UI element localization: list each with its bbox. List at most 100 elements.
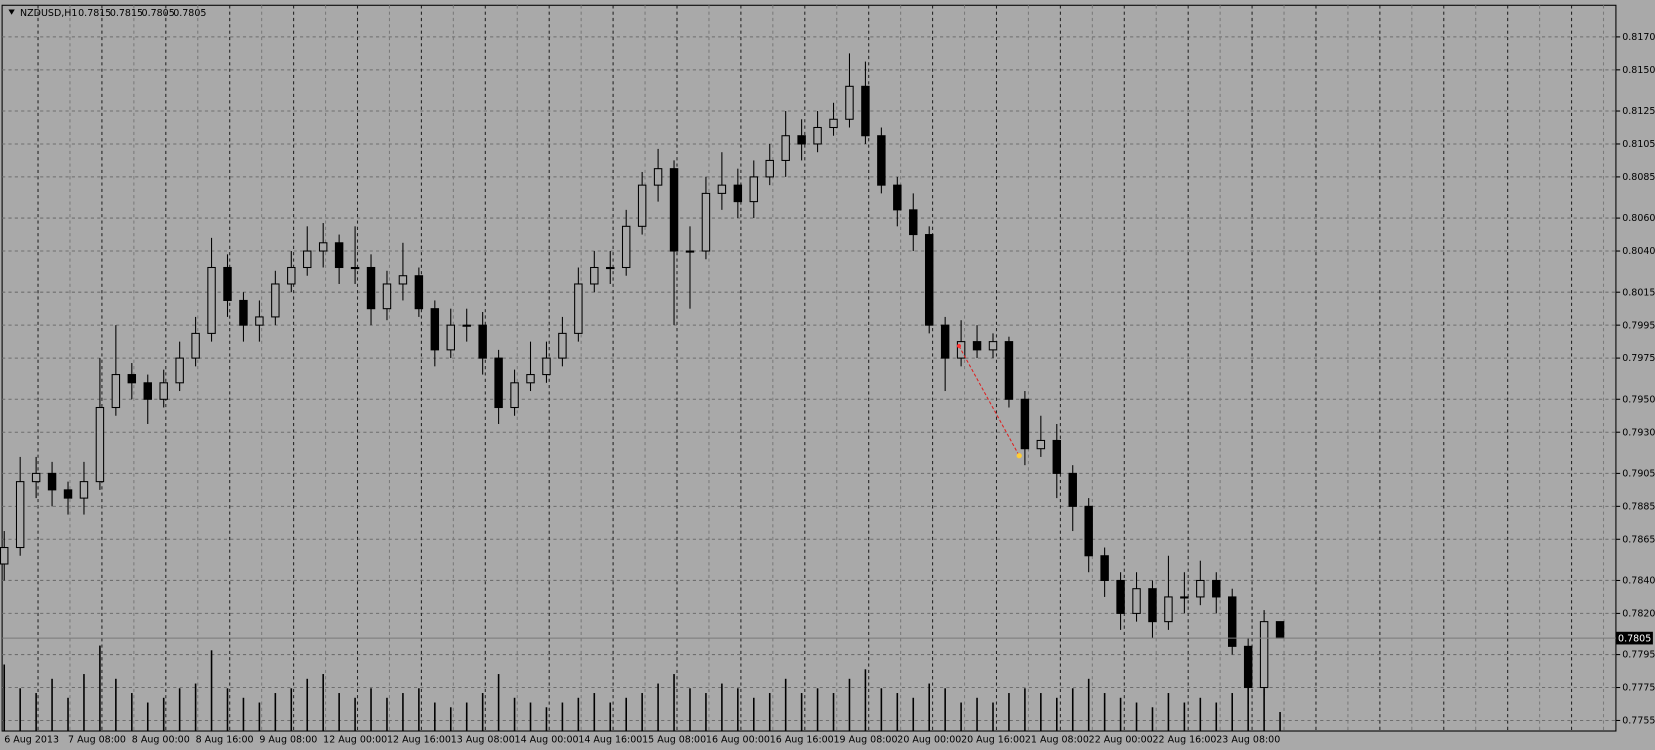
price-label: 0.7805	[1618, 633, 1651, 644]
candle-body	[111, 374, 121, 409]
x-tick-label: 6 Aug 2013	[4, 735, 59, 746]
y-tick-label: 0.7820	[1622, 609, 1655, 620]
candle-body	[1100, 555, 1109, 581]
candle-body	[1116, 579, 1125, 614]
y-tick-label: 0.8060	[1622, 213, 1655, 224]
x-tick-label: 14 Aug 16:00	[578, 735, 642, 746]
candle-body	[813, 126, 822, 145]
candle-body	[1020, 398, 1030, 450]
candle-body	[972, 341, 982, 351]
candle-body	[1180, 596, 1189, 599]
x-tick-label: 7 Aug 08:00	[68, 735, 126, 746]
y-tick-label: 0.8125	[1622, 106, 1655, 117]
x-tick-label: 23 Aug 08:00	[1216, 735, 1280, 746]
candle-body	[733, 184, 743, 203]
plot-frame	[1, 4, 1617, 732]
y-tick-label: 0.7775	[1622, 683, 1655, 694]
candle-body	[1196, 579, 1205, 598]
x-tick-label: 15 Aug 08:00	[642, 735, 706, 746]
candle-body	[175, 357, 184, 384]
y-tick-label: 0.8015	[1622, 287, 1655, 298]
x-tick-label: 20 Aug 16:00	[961, 735, 1025, 746]
candle-body	[924, 234, 934, 326]
candle-body	[318, 242, 328, 252]
candle-body	[334, 242, 344, 269]
y-tick-label: 0.7865	[1622, 534, 1655, 545]
candle-body	[749, 176, 759, 203]
candle-body	[988, 341, 998, 351]
x-tick-label: 8 Aug 16:00	[196, 735, 254, 746]
candle-body	[956, 341, 966, 359]
ohlc-low: 0.7805	[142, 8, 175, 19]
x-tick-label: 8 Aug 00:00	[132, 735, 190, 746]
candle-body	[542, 357, 551, 376]
candle-body	[47, 472, 57, 491]
candle-body	[366, 266, 376, 310]
trend-anchor	[1016, 453, 1022, 459]
y-tick-label: 0.7755	[1622, 716, 1655, 727]
candle-body	[398, 275, 408, 285]
candle-body	[1148, 588, 1157, 623]
candle-body	[303, 250, 312, 269]
candle-body	[669, 168, 679, 252]
candle-body	[127, 374, 137, 384]
y-tick-label: 0.8105	[1622, 139, 1655, 150]
x-tick-label: 22 Aug 16:00	[1152, 735, 1216, 746]
candle-body	[462, 324, 471, 327]
candle-body	[143, 382, 152, 400]
candle-body	[1227, 596, 1237, 647]
candle-body	[446, 324, 455, 351]
candle-body	[781, 135, 790, 161]
candle-body	[510, 382, 519, 409]
candle-body	[637, 184, 647, 227]
candle-body	[1052, 439, 1062, 474]
candle-body	[845, 85, 854, 120]
candle-body	[701, 192, 711, 252]
candle-body	[1036, 439, 1046, 450]
menu-arrow	[8, 9, 15, 15]
symbol: NZDUSD,H1	[20, 8, 77, 19]
y-tick-label: 0.8170	[1622, 32, 1655, 43]
candle-body	[382, 283, 392, 310]
candle-body	[621, 225, 631, 269]
y-tick-label: 0.8150	[1622, 65, 1655, 76]
candle-body	[494, 357, 503, 409]
x-tick-label: 13 Aug 08:00	[451, 735, 515, 746]
candle-body	[1243, 645, 1253, 689]
y-tick-label: 0.7885	[1622, 502, 1655, 513]
candle-body	[478, 324, 487, 359]
candle-body	[765, 159, 774, 178]
candle-body	[590, 266, 599, 285]
candle-body	[1212, 579, 1221, 598]
candle-layer	[0, 53, 1285, 704]
candle-body	[350, 266, 360, 270]
candle-body	[159, 382, 168, 400]
candle-body	[909, 209, 918, 236]
candle-body	[1068, 472, 1077, 507]
x-tick-label: 14 Aug 00:00	[515, 735, 579, 746]
candle-body	[1259, 621, 1269, 689]
volume-layer	[3, 645, 1281, 732]
y-tick-label: 0.8085	[1622, 172, 1655, 183]
candle-body	[1132, 588, 1141, 614]
x-tick-label: 21 Aug 08:00	[1025, 735, 1089, 746]
candle-body	[1275, 621, 1285, 639]
candle-body	[95, 406, 105, 483]
candle-body	[414, 275, 424, 310]
x-tick-label: 12 Aug 00:00	[323, 735, 387, 746]
candle-body	[255, 316, 264, 326]
y-tick-label: 0.7795	[1622, 650, 1655, 661]
x-tick-label: 19 Aug 08:00	[834, 735, 898, 746]
trend-anchor	[956, 343, 962, 349]
x-tick-label: 12 Aug 16:00	[387, 735, 451, 746]
candle-body	[207, 266, 216, 334]
x-tick-label: 16 Aug 16:00	[770, 735, 834, 746]
candle-body	[940, 324, 950, 359]
y-tick-label: 0.8040	[1622, 246, 1655, 257]
candle-body	[893, 184, 902, 211]
candle-body	[685, 250, 695, 253]
candle-body	[606, 266, 615, 270]
x-tick-label: 16 Aug 00:00	[706, 735, 770, 746]
